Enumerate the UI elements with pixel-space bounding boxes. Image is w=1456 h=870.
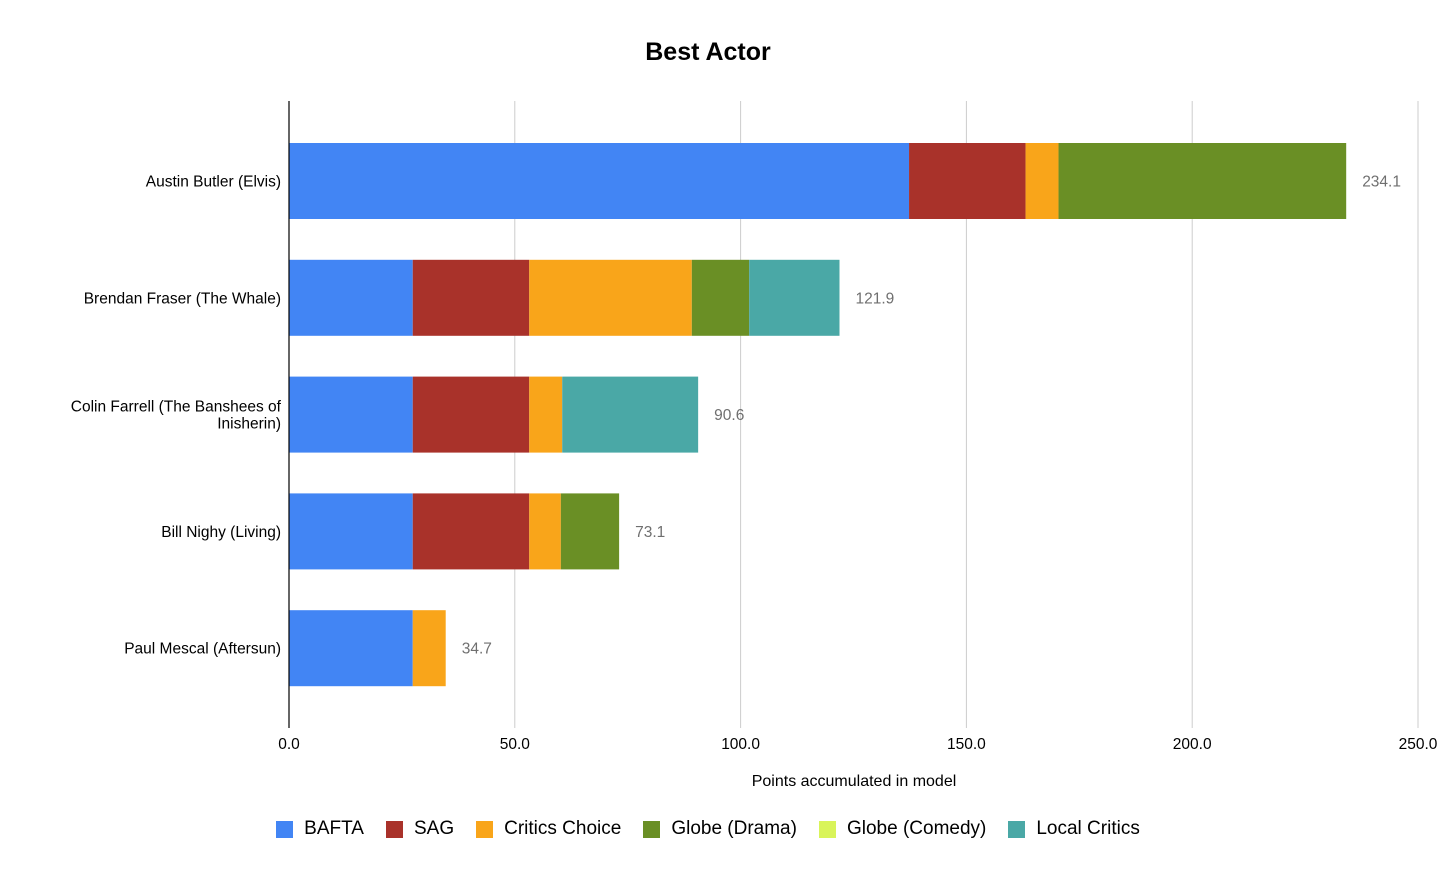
category-label: Colin Farrell (The Banshees of: [71, 399, 282, 416]
bar-segment: [289, 493, 413, 570]
bar-segment: [749, 259, 840, 336]
legend-item: SAG: [385, 818, 455, 840]
x-tick-label: 0.0: [278, 736, 300, 753]
bar-segment: [289, 143, 910, 219]
bar-segment: [1058, 143, 1347, 219]
category-label: Bill Nighy (Living): [161, 524, 281, 541]
bar-segment: [529, 259, 692, 336]
x-tick-label: 150.0: [947, 736, 986, 753]
total-data-label: 34.7: [462, 641, 492, 658]
bar-segment: [412, 610, 446, 687]
legend-swatch: [818, 820, 836, 838]
legend-item: Critics Choice: [476, 818, 621, 840]
bar-segment: [560, 493, 620, 570]
bar-segment: [691, 259, 750, 336]
category-label: Paul Mescal (Aftersun): [124, 641, 281, 658]
x-axis-label: Points accumulated in model: [751, 773, 957, 790]
legend-label: Local Critics: [1036, 818, 1140, 839]
x-tick-label: 250.0: [1399, 736, 1438, 753]
legend-item: BAFTA: [276, 818, 364, 840]
category-label: Brendan Fraser (The Whale): [84, 290, 281, 307]
total-data-label: 234.1: [1362, 174, 1401, 191]
bar-segment: [289, 376, 413, 453]
x-tick-label: 50.0: [500, 736, 531, 753]
bar-segment: [289, 259, 413, 336]
legend-label: SAG: [413, 818, 455, 839]
legend-swatch: [276, 820, 294, 838]
legend-label: Globe (Drama): [671, 818, 797, 839]
bars: [289, 143, 1347, 687]
bar-segment: [1025, 143, 1059, 219]
category-label: Inisherin): [217, 416, 281, 433]
legend-label: Critics Choice: [504, 818, 622, 839]
labels: 0.0 50.0 100.0 150.0 200.0 250.0 234.1 Austin B…: [71, 174, 1438, 754]
legend-item: Globe (Comedy): [818, 818, 987, 840]
chart-title: Best Actor: [645, 38, 771, 66]
legend: BAFTA SAG Critics Choice Globe (Drama) Globe…: [0, 818, 1416, 840]
bar-segment: [412, 376, 530, 453]
legend-swatch: [1008, 820, 1026, 838]
bar-segment: [562, 376, 699, 453]
legend-item: Globe (Drama): [643, 818, 797, 840]
total-data-label: 121.9: [856, 290, 895, 307]
bar-segment: [529, 376, 563, 453]
legend-label: BAFTA: [304, 818, 364, 839]
bar-segment: [412, 493, 530, 570]
legend-swatch: [385, 820, 403, 838]
legend-swatch: [476, 820, 494, 838]
bar-segment: [412, 259, 530, 336]
bar-segment: [529, 493, 561, 570]
total-data-label: 73.1: [635, 524, 665, 541]
bar-segment: [289, 610, 413, 687]
bar-chart: 0.0 50.0 100.0 150.0 200.0 250.0 234.1 Austin B…: [71, 101, 1438, 754]
total-data-label: 90.6: [714, 407, 744, 424]
x-tick-label: 200.0: [1173, 736, 1212, 753]
legend-swatch: [643, 820, 661, 838]
category-label: Austin Butler (Elvis): [146, 174, 281, 191]
legend-item: Local Critics: [1008, 818, 1140, 840]
legend-label: Globe (Comedy): [846, 818, 987, 839]
bar-segment: [909, 143, 1026, 219]
x-tick-label: 100.0: [721, 736, 760, 753]
